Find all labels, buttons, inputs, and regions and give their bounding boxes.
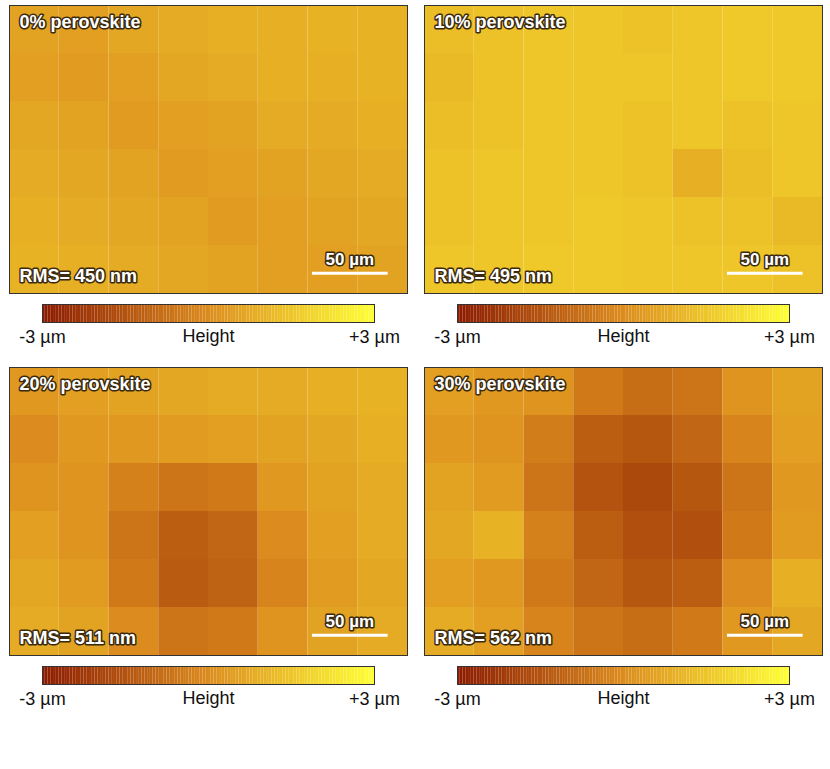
svg-text:RMS= 562 nm: RMS= 562 nm bbox=[434, 628, 552, 648]
svg-text:Height: Height bbox=[597, 326, 649, 346]
svg-text:-3 µm: -3 µm bbox=[434, 689, 480, 709]
svg-text:20% perovskite: 20% perovskite bbox=[19, 374, 150, 394]
svg-text:+3 µm: +3 µm bbox=[764, 327, 815, 347]
svg-text:50 µm: 50 µm bbox=[325, 250, 374, 269]
svg-text:0% perovskite: 0% perovskite bbox=[19, 12, 140, 32]
svg-text:30% perovskite: 30% perovskite bbox=[434, 374, 565, 394]
svg-text:RMS= 511 nm: RMS= 511 nm bbox=[19, 628, 136, 648]
svg-text:-3 µm: -3 µm bbox=[19, 689, 65, 709]
svg-text:Height: Height bbox=[182, 326, 234, 346]
svg-text:+3 µm: +3 µm bbox=[349, 327, 400, 347]
svg-text:RMS= 495 nm: RMS= 495 nm bbox=[434, 266, 552, 286]
svg-text:+3 µm: +3 µm bbox=[764, 689, 815, 709]
svg-text:-3 µm: -3 µm bbox=[434, 327, 480, 347]
svg-text:50 µm: 50 µm bbox=[325, 612, 374, 631]
svg-text:Height: Height bbox=[597, 688, 649, 708]
svg-text:50 µm: 50 µm bbox=[740, 250, 789, 269]
svg-text:Height: Height bbox=[182, 688, 234, 708]
svg-text:50 µm: 50 µm bbox=[740, 612, 789, 631]
svg-text:-3 µm: -3 µm bbox=[19, 327, 65, 347]
svg-text:RMS= 450 nm: RMS= 450 nm bbox=[19, 266, 137, 286]
svg-text:+3 µm: +3 µm bbox=[349, 689, 400, 709]
svg-text:10% perovskite: 10% perovskite bbox=[434, 12, 565, 32]
